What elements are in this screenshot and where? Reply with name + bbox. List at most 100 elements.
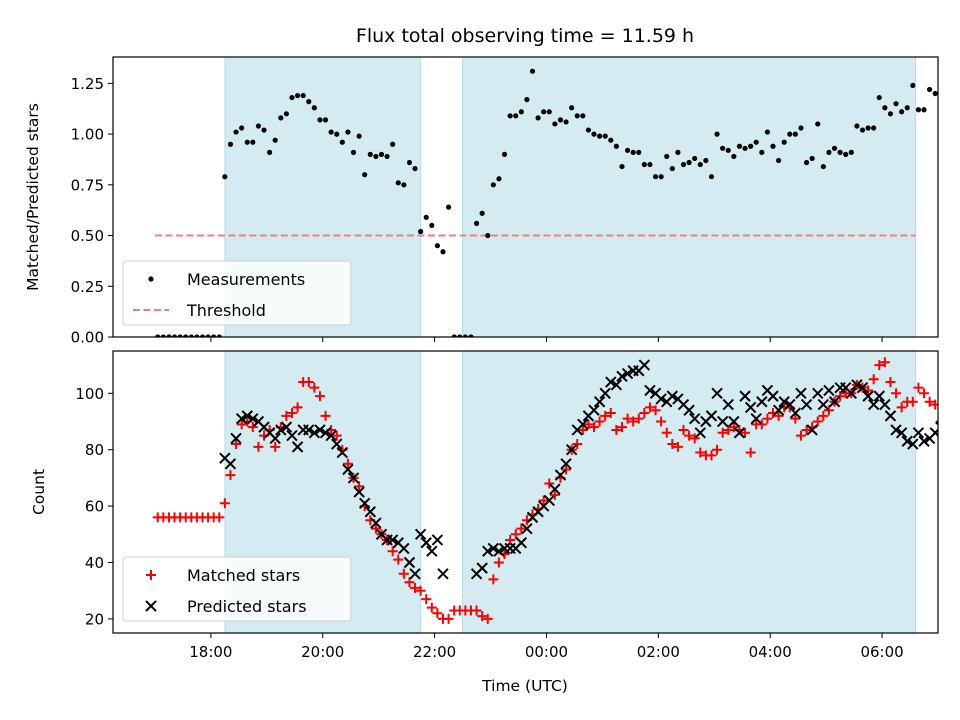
data-point <box>561 464 572 475</box>
data-point <box>953 487 960 497</box>
data-point <box>437 568 449 580</box>
data-point <box>591 131 597 137</box>
data-point <box>194 334 200 337</box>
data-point <box>756 396 768 408</box>
plot-area-ratio <box>154 57 943 337</box>
data-point <box>828 396 841 408</box>
x-tick-label: 00:00 <box>525 643 568 661</box>
data-point <box>884 410 897 422</box>
data-point <box>589 422 600 433</box>
x-tick-label: 02:00 <box>637 643 680 661</box>
legend-label: Matched stars <box>187 566 300 585</box>
data-point <box>490 182 496 188</box>
data-point <box>947 436 957 446</box>
data-point <box>848 149 854 155</box>
x-tick-label: 06:00 <box>860 643 903 661</box>
data-point <box>378 151 385 157</box>
data-point <box>652 174 659 180</box>
data-point <box>759 149 765 155</box>
data-point <box>770 143 776 149</box>
data-point <box>347 472 360 484</box>
data-point <box>543 494 555 507</box>
data-point <box>680 161 687 168</box>
data-point <box>485 232 491 239</box>
data-point <box>431 534 444 546</box>
data-point <box>331 438 343 450</box>
data-point <box>432 608 443 619</box>
y-tick-label: 0.25 <box>71 278 104 296</box>
data-point <box>563 119 569 125</box>
data-point <box>795 387 807 400</box>
data-point <box>714 131 720 137</box>
y-tick-label: 0.00 <box>71 329 104 347</box>
data-point <box>621 367 634 380</box>
data-point <box>845 387 858 400</box>
data-point <box>281 410 292 421</box>
legend-ratio: Measurements Threshold <box>122 260 352 326</box>
data-point <box>224 458 237 470</box>
data-point <box>893 101 899 107</box>
data-point <box>415 585 426 596</box>
data-point <box>300 92 306 99</box>
data-point <box>278 115 284 121</box>
data-point <box>901 435 913 447</box>
data-point <box>823 405 834 416</box>
data-point <box>373 153 379 160</box>
y-tick-label: 20 <box>85 610 104 628</box>
data-point <box>597 133 603 139</box>
data-point <box>733 427 746 439</box>
data-point <box>622 413 633 424</box>
data-point <box>577 424 588 435</box>
data-point <box>350 149 357 155</box>
data-point <box>941 428 951 438</box>
data-point <box>792 131 798 137</box>
data-point <box>910 82 916 89</box>
data-point <box>339 139 345 145</box>
data-point <box>859 127 866 133</box>
data-point <box>171 334 178 337</box>
data-point <box>286 408 297 419</box>
y-tick-label: 80 <box>85 441 104 459</box>
data-point <box>820 163 826 170</box>
panel-ratio: 0.00 0.25 0.50 0.75 1.00 1.25 Measurements Thre… <box>71 56 943 347</box>
data-point <box>720 145 726 151</box>
data-point <box>723 424 734 435</box>
data-point <box>633 413 644 424</box>
data-point <box>230 432 242 445</box>
data-point <box>748 143 754 149</box>
data-point <box>865 125 871 131</box>
data-point <box>398 568 409 579</box>
data-point <box>717 427 728 438</box>
data-point <box>418 228 424 235</box>
data-point <box>644 384 656 397</box>
data-point <box>342 463 354 476</box>
data-point <box>227 141 234 147</box>
data-point <box>708 174 715 180</box>
data-point <box>731 153 737 160</box>
y-axis-label-ratio: Matched/Predicted stars <box>24 103 42 291</box>
data-point <box>177 334 183 337</box>
data-point <box>440 249 446 255</box>
data-point <box>255 123 262 129</box>
data-point <box>818 410 829 421</box>
data-point <box>616 422 627 433</box>
data-point <box>728 415 740 428</box>
legend-marker <box>145 600 157 612</box>
x-tick-label: 04:00 <box>749 643 792 661</box>
data-point <box>370 517 382 529</box>
data-point <box>854 123 860 129</box>
y-tick-label: 60 <box>85 498 104 516</box>
data-point <box>211 334 217 337</box>
data-point <box>325 429 337 442</box>
data-point <box>778 396 790 408</box>
data-point <box>476 562 488 574</box>
data-point <box>740 427 751 438</box>
data-point <box>938 138 943 143</box>
data-point <box>636 149 642 155</box>
x-tick-label: 22:00 <box>413 643 456 661</box>
data-point <box>233 129 239 135</box>
data-point <box>610 379 623 391</box>
data-point <box>856 381 869 394</box>
data-point <box>669 165 675 172</box>
data-point <box>611 424 622 435</box>
